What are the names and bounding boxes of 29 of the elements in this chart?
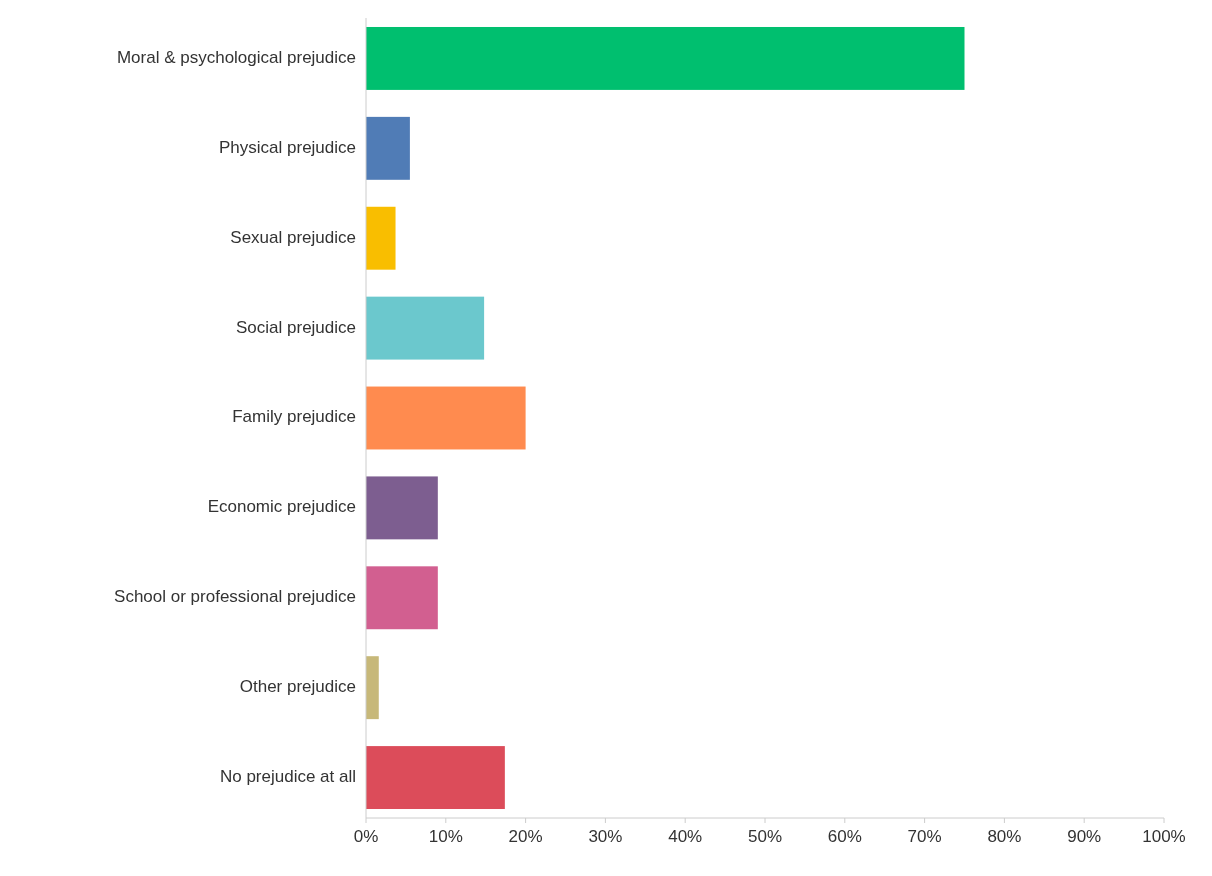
x-tick-label: 80% bbox=[987, 827, 1022, 846]
x-tick-label: 70% bbox=[907, 827, 942, 846]
bar bbox=[366, 746, 505, 810]
y-tick-label: Sexual prejudice bbox=[230, 227, 356, 247]
x-tick-label: 30% bbox=[588, 827, 623, 846]
bar bbox=[366, 476, 438, 540]
y-tick-label: Family prejudice bbox=[232, 407, 356, 427]
x-tick-label: 40% bbox=[668, 827, 703, 846]
bar bbox=[366, 26, 965, 90]
y-tick-label: Social prejudice bbox=[235, 317, 356, 337]
x-tick-label: 60% bbox=[827, 827, 862, 846]
x-tick-label: 90% bbox=[1067, 827, 1102, 846]
y-tick-label: School or professional prejudice bbox=[114, 587, 356, 607]
bar bbox=[366, 116, 410, 180]
x-tick-label: 50% bbox=[747, 827, 783, 846]
bar bbox=[366, 296, 485, 360]
bar bbox=[366, 566, 438, 630]
bar bbox=[366, 206, 396, 270]
y-tick-label: Other prejudice bbox=[239, 677, 356, 697]
bar bbox=[366, 386, 526, 450]
bar bbox=[366, 656, 379, 720]
x-tick-label: 20% bbox=[508, 827, 543, 846]
y-tick-label: Economic prejudice bbox=[207, 497, 356, 517]
y-tick-label: Moral & psychological prejudice bbox=[116, 47, 356, 67]
x-tick-label: 0% bbox=[353, 827, 379, 846]
x-tick-label: 10% bbox=[428, 827, 463, 846]
x-tick-label: 100% bbox=[1142, 827, 1186, 846]
y-tick-label: No prejudice at all bbox=[219, 767, 356, 787]
y-tick-label: Physical prejudice bbox=[218, 137, 356, 157]
